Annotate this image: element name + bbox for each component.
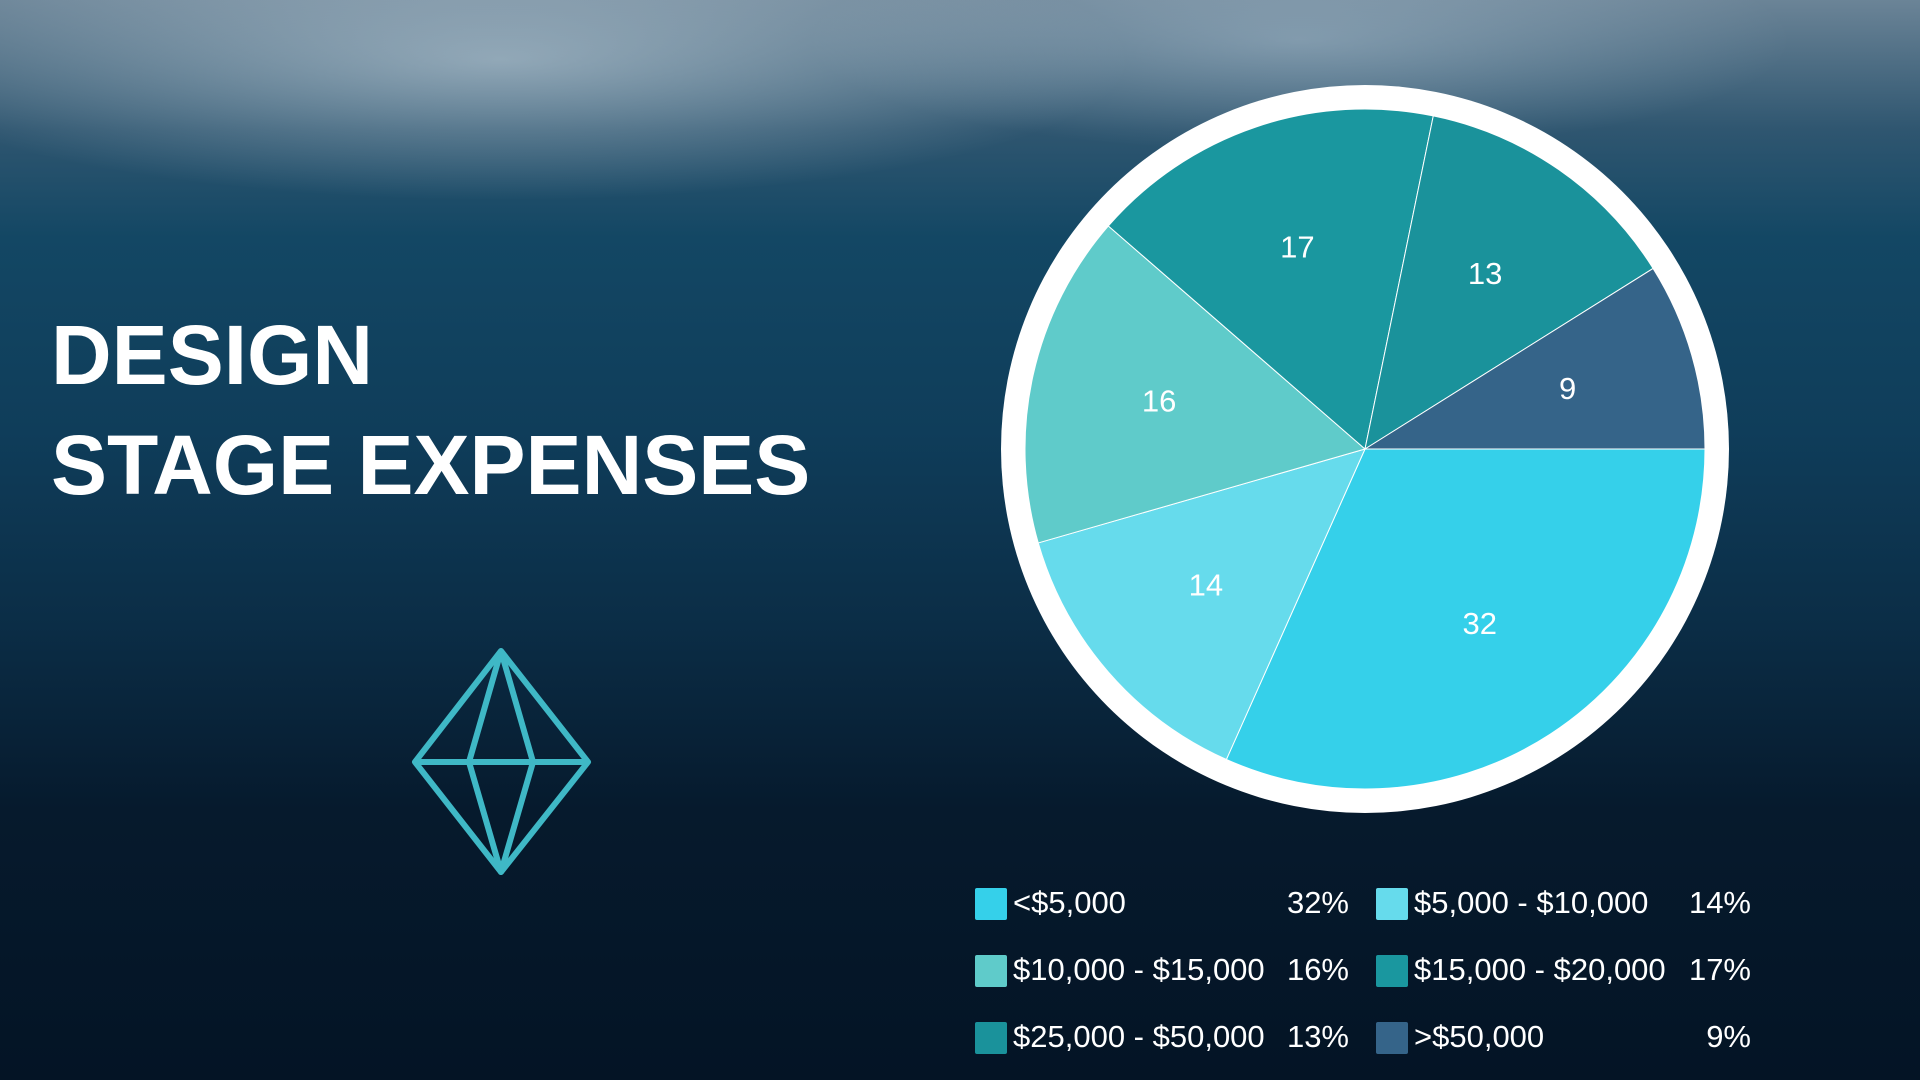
slice-label: 32: [1462, 606, 1496, 641]
slice-label: 14: [1189, 567, 1223, 602]
legend-label: >$50,000: [1414, 1019, 1544, 1054]
legend-swatch: [975, 1022, 1007, 1054]
legend-value: 13%: [1287, 1019, 1349, 1054]
legend-value: 17%: [1689, 952, 1751, 987]
pie-slice: [1363, 267, 1706, 450]
diamond-icon: [412, 648, 591, 875]
legend-swatch: [1376, 955, 1408, 987]
slice-label: 17: [1280, 230, 1314, 265]
pie-slice: [1107, 108, 1434, 450]
legend-label: $10,000 - $15,000: [1013, 952, 1265, 987]
pie-slice: [1037, 448, 1366, 761]
slice-label: 16: [1142, 384, 1176, 419]
legend-swatch: [1376, 1022, 1408, 1054]
diamond-inner: [466, 650, 536, 875]
slice-label: 13: [1468, 256, 1502, 291]
legend-label: $15,000 - $20,000: [1414, 952, 1666, 987]
chart-title: DESIGN STAGE EXPENSES: [51, 308, 811, 512]
legend-swatch: [975, 955, 1007, 987]
legend-label: <$5,000: [1013, 885, 1126, 920]
legend-label: $25,000 - $50,000: [1013, 1019, 1265, 1054]
pie-slice: [1024, 225, 1367, 544]
legend-value: 16%: [1287, 952, 1349, 987]
slice-label: 9: [1559, 371, 1576, 406]
legend-value: 32%: [1287, 885, 1349, 920]
pie-slice: [1364, 115, 1654, 451]
legend-value: 14%: [1689, 885, 1751, 920]
legend-swatch: [1376, 888, 1408, 920]
legend-value: 9%: [1706, 1019, 1751, 1054]
legend-swatch: [975, 888, 1007, 920]
pie-slice: [1225, 448, 1706, 790]
legend-label: $5,000 - $10,000: [1414, 885, 1648, 920]
